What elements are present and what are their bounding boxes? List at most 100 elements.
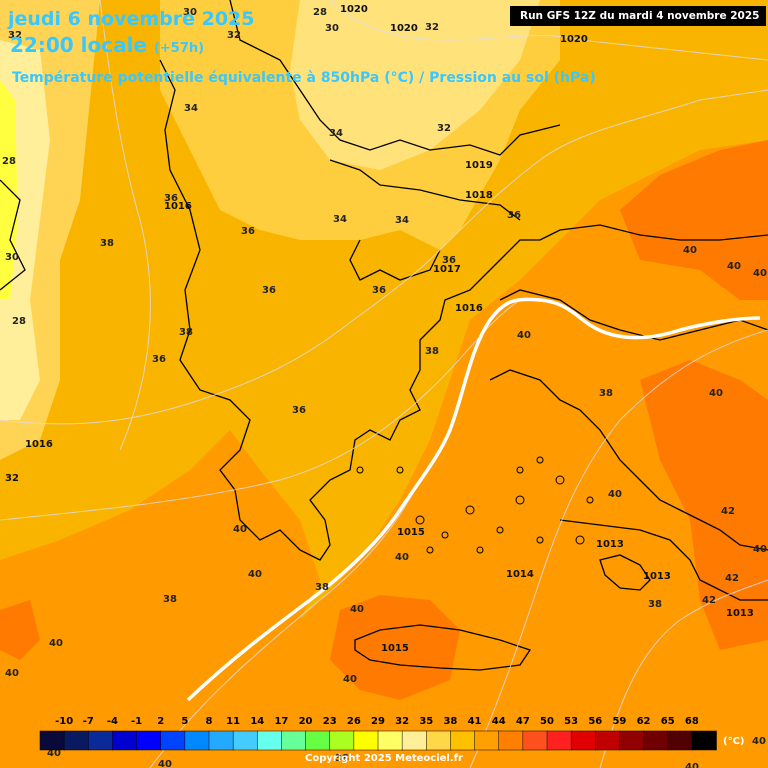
temperature-label: 42 [721,506,735,517]
legend-unit: (°C) [723,736,745,747]
legend-tick-label: 8 [206,716,213,727]
temperature-label: 40 [753,268,767,279]
color-legend: -10 -7 -4 -1 2 5 8 11 14 17 20 23 26 29 32 35 38 41 44 47 50… [39,716,717,751]
legend-tick-label: 41 [468,716,482,727]
legend-swatch [377,730,403,751]
temperature-field-44-south [330,595,460,700]
legend-swatch [691,730,717,751]
temperature-label: 28 [313,7,327,18]
legend-swatch [595,730,621,751]
temperature-label: 30 [5,252,19,263]
legend-tick-label: 62 [637,716,651,727]
temperature-label: 32 [8,30,22,41]
legend-tick-label: 50 [540,716,554,727]
legend-tick-label: 65 [661,716,675,727]
legend-swatch [474,730,500,751]
legend-tick-label: -10 [55,716,73,727]
temperature-field-41 [150,140,768,768]
temperature-label: 36 [152,354,166,365]
legend-swatch [257,730,283,751]
temperature-label: 28 [2,156,16,167]
legend-tick-label: 23 [323,716,337,727]
run-info: Run GFS 12Z du mardi 4 novembre 2025 [510,6,766,26]
pressure-label: 1015 [381,643,409,654]
legend-swatch [643,730,669,751]
forecast-local-time: 22:00 locale [10,33,147,57]
temperature-label: 40 [683,245,697,256]
legend-tick-label: 35 [419,716,433,727]
parameter-description: Température potentielle équivalente à 85… [12,70,596,86]
legend-swatch [208,730,234,751]
legend-tick-label: 5 [181,716,188,727]
pressure-label: 1019 [465,160,493,171]
pressure-label: 1020 [560,34,588,45]
temperature-label: 36 [292,405,306,416]
pressure-label: 1020 [340,4,368,15]
legend-tick-label: 20 [299,716,313,727]
islands [356,456,594,554]
temperature-label: 40 [709,388,723,399]
pressure-label: 1016 [164,201,192,212]
temperature-label: 42 [702,595,716,606]
legend-swatch [619,730,645,751]
temperature-label: 40 [158,759,172,768]
legend-tick-label: 17 [274,716,288,727]
pressure-labels: 1020 1020 1020 1019 1018 1016 1017 1016 1016 32 10… [5,4,754,654]
temperature-field-41-west [0,430,320,768]
pressure-label: 1013 [643,571,671,582]
temperature-field-44-east [640,360,768,650]
legend-swatch [184,730,210,751]
temperature-label: 38 [425,346,439,357]
temperature-field-44 [620,140,768,300]
legend-swatch [112,730,138,751]
legend-tick-label: 29 [371,716,385,727]
temperature-label: 38 [163,594,177,605]
legend-tick-label: -7 [83,716,94,727]
legend-swatch [63,730,90,751]
pressure-label: 1013 [726,608,754,619]
temperature-label: 40 [350,604,364,615]
legend-swatch [39,730,65,751]
temperature-label: 40 [343,674,357,685]
legend-tick-label: -1 [131,716,142,727]
pressure-label: 1015 [397,527,425,538]
temperature-label: 40 [517,330,531,341]
temperature-label: 38 [179,327,193,338]
forecast-date: jeudi 6 novembre 2025 [8,8,255,30]
temperature-label: 36 [507,210,521,221]
temperature-label: 32 [227,30,241,41]
legend-swatch [426,730,452,751]
temperature-label: 34 [333,214,347,225]
temperature-label: 36 [372,285,386,296]
temperature-label: 40 [395,552,409,563]
temperature-label: 38 [100,238,114,249]
legend-swatch [136,730,162,751]
temperature-field-32 [290,0,540,170]
legend-swatch [281,730,307,751]
legend-tick-label: 11 [226,716,240,727]
legend-swatch [353,730,379,751]
legend-tick-label: 59 [612,716,626,727]
temperature-label: 40 [752,736,766,747]
temperature-label: 40 [248,569,262,580]
forecast-lead-time: (+57h) [153,41,205,56]
temperature-label: 36 [241,226,255,237]
pressure-label: 1018 [465,190,493,201]
legend-tick-label: 2 [157,716,164,727]
pressure-label: 32 [5,473,19,484]
temperature-field-26-west [0,80,18,300]
legend-tick-label: 56 [588,716,602,727]
temperature-label: 28 [12,316,26,327]
temperature-label: 36 [262,285,276,296]
legend-swatch [88,730,114,751]
temperature-label: 38 [599,388,613,399]
temperature-label: 38 [315,582,329,593]
legend-tick-label: 32 [395,716,409,727]
copyright: Copyright 2025 Meteociel.fr [305,753,463,764]
pressure-label: 1020 [390,23,418,34]
temperature-label: 40 [753,544,767,555]
legend-tick-label: 38 [443,716,457,727]
